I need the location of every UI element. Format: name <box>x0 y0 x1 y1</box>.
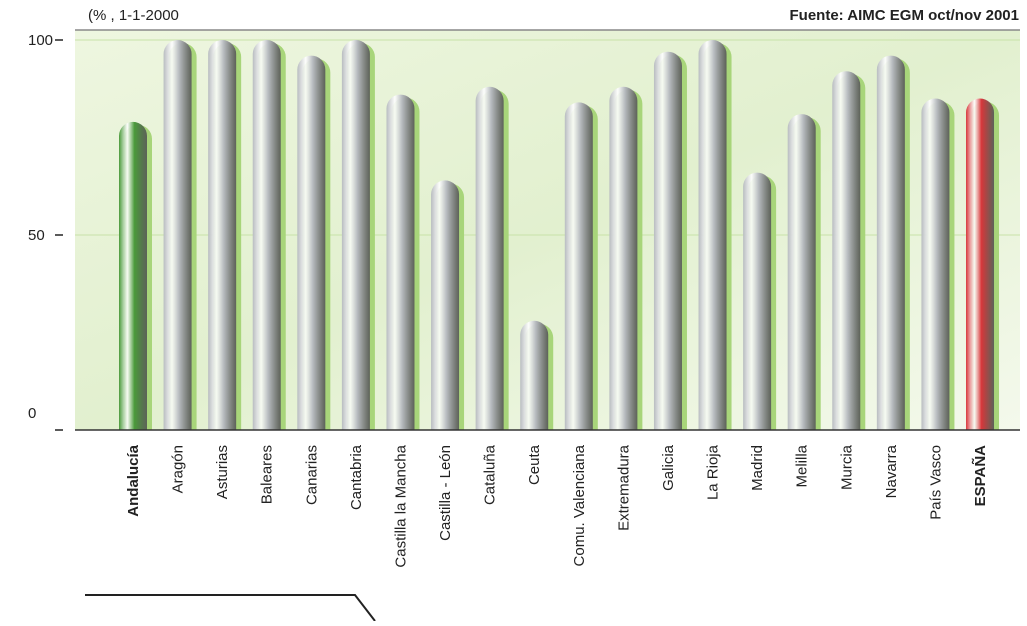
x-tick-label: Andalucía <box>125 444 142 516</box>
bar <box>520 320 549 430</box>
x-tick-label: País Vasco <box>927 445 944 520</box>
bar <box>876 55 905 430</box>
x-tick-label: Asturias <box>214 445 231 499</box>
x-tick-label: ESPAÑA <box>971 445 989 507</box>
decoration <box>85 594 376 622</box>
bar <box>653 51 682 430</box>
x-tick-label: Galicia <box>660 444 677 491</box>
source: Fuente: AIMC EGM oct/nov 2001 <box>790 7 1019 24</box>
bar <box>743 172 772 430</box>
x-tick-label: Melilla <box>794 444 811 487</box>
bar <box>119 121 147 431</box>
bar <box>966 98 995 431</box>
bar <box>832 71 861 430</box>
bar <box>163 40 192 430</box>
bar <box>208 40 237 430</box>
y-tick-label: 0 <box>28 405 36 422</box>
x-tick-label: Comu. Valenciana <box>571 444 588 566</box>
bar <box>787 114 816 430</box>
bar <box>386 94 415 430</box>
bar <box>921 98 950 431</box>
x-tick-label: Madrid <box>749 445 766 491</box>
x-tick-label: Castilla - León <box>437 445 454 541</box>
bar <box>431 180 460 430</box>
x-tick-label: Canarias <box>303 445 320 505</box>
y-tick-label: 50 <box>28 227 45 244</box>
subtitle: (% , 1-1-2000 <box>88 7 179 24</box>
y-tick-label: 100 <box>28 32 53 49</box>
x-tick-label: Cantabria <box>348 444 365 510</box>
x-tick-label: Ceuta <box>526 444 543 485</box>
x-tick-label: Baleares <box>259 445 276 504</box>
x-tick-label: Navarra <box>883 444 900 498</box>
bar <box>698 40 727 430</box>
x-tick-label: Castilla la Mancha <box>392 444 409 567</box>
x-tick-label: Murcia <box>838 444 855 490</box>
x-tick-label: Cataluña <box>482 444 499 505</box>
bar <box>609 86 638 430</box>
bar <box>341 40 370 430</box>
bar <box>252 40 281 430</box>
x-tick-label: La Rioja <box>705 444 722 500</box>
bar <box>297 55 326 430</box>
x-tick-label: Aragón <box>170 445 187 493</box>
bar <box>475 86 504 430</box>
bar <box>564 102 593 430</box>
x-tick-label: Extremadura <box>615 444 632 531</box>
